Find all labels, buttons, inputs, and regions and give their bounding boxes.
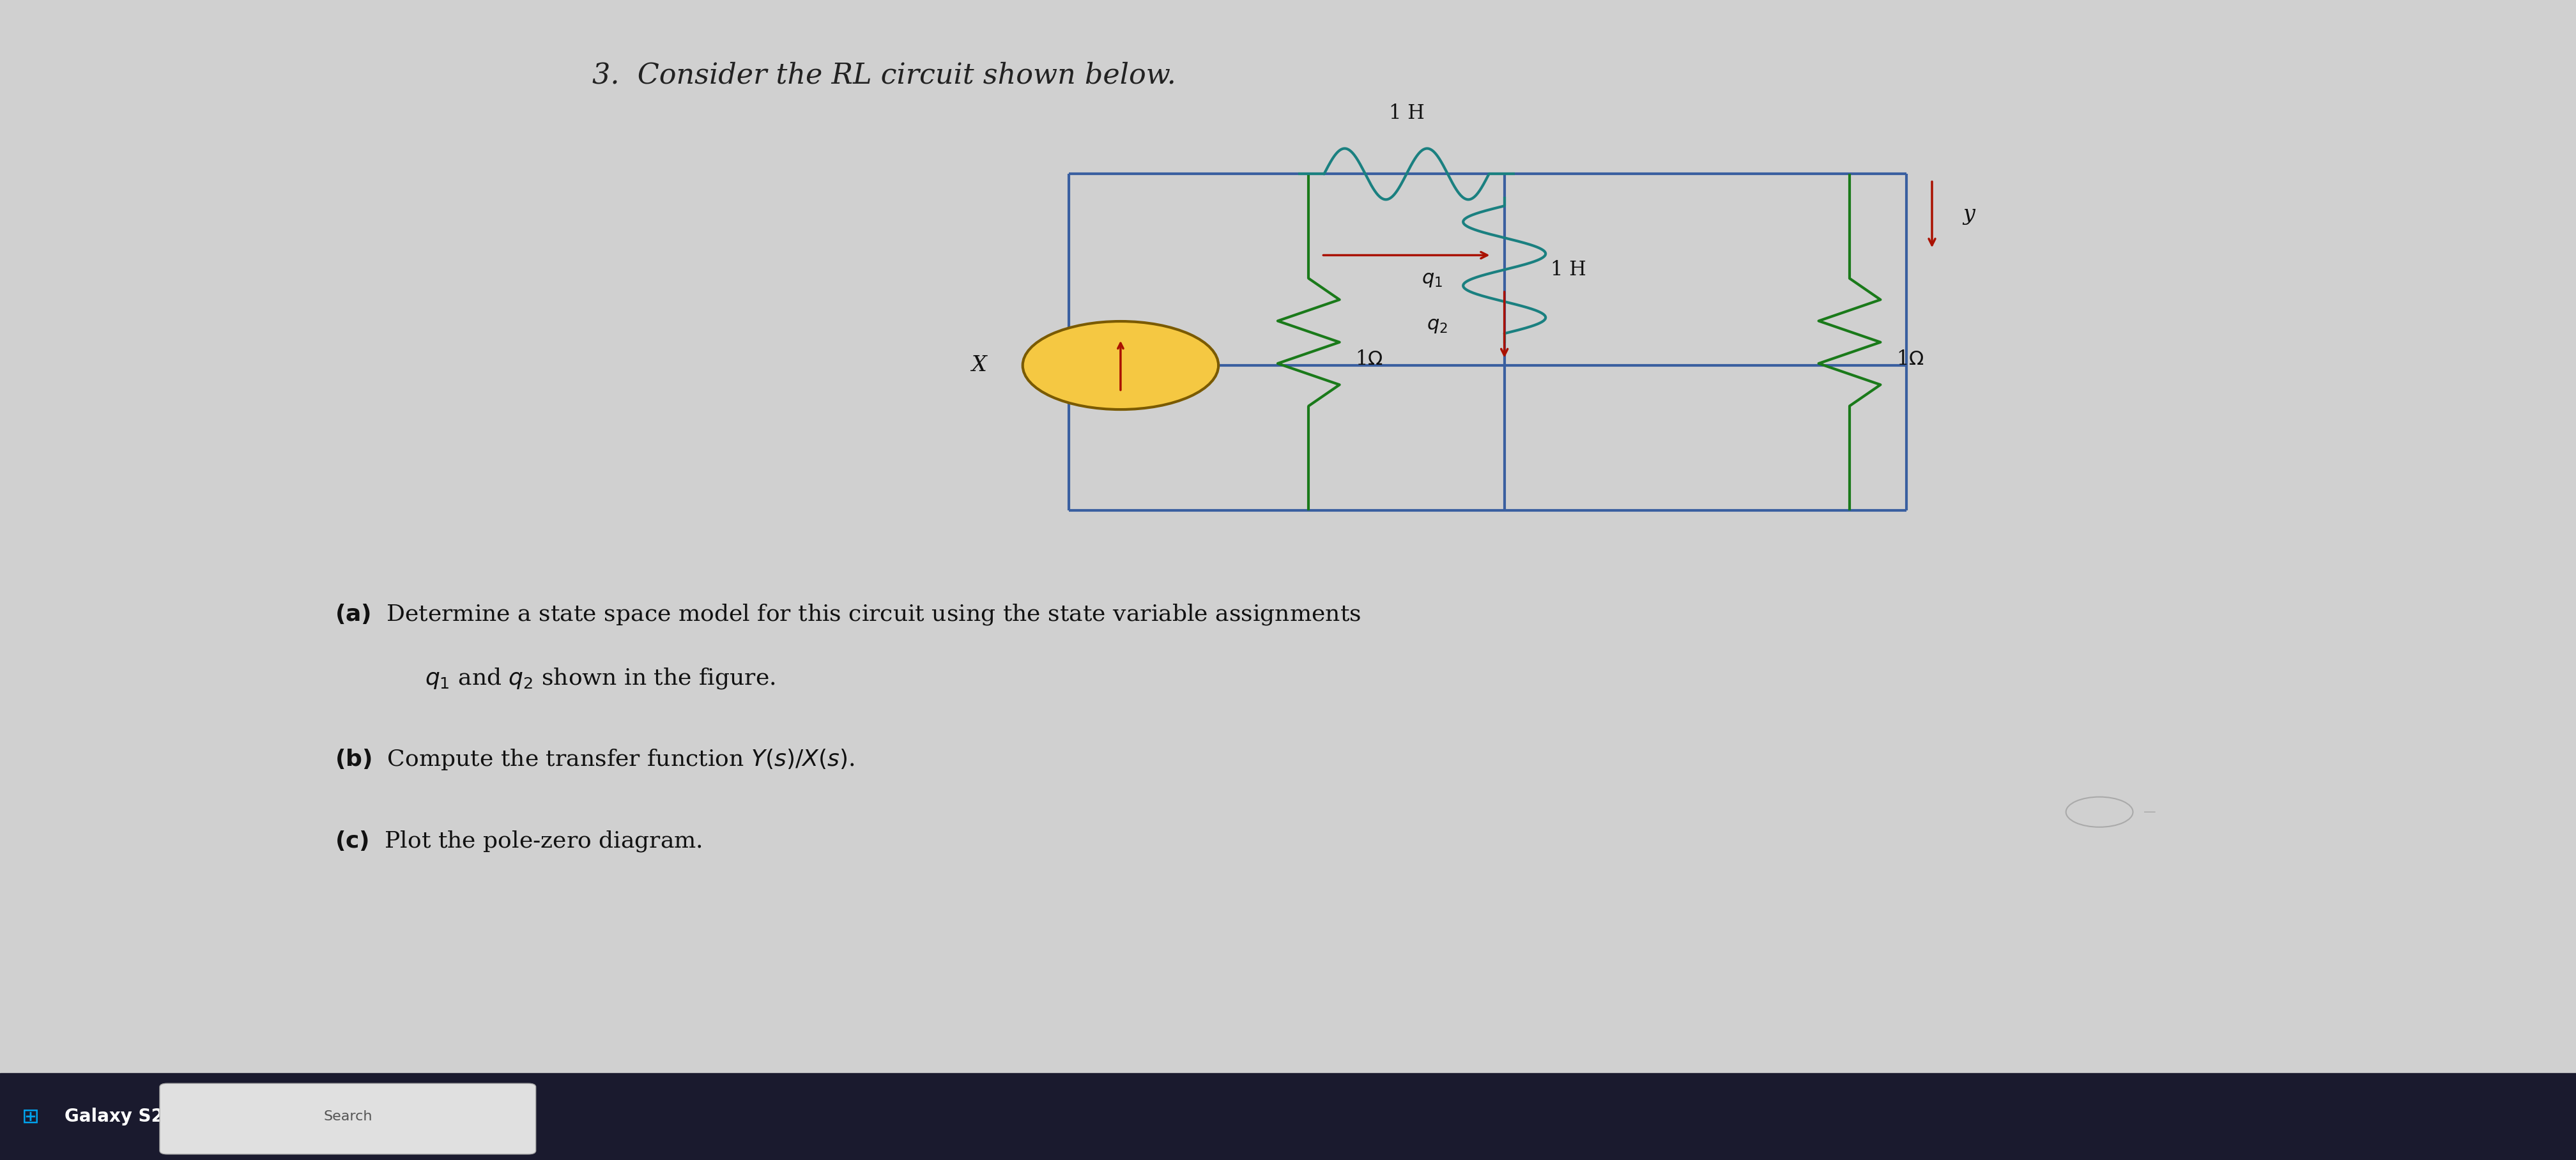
- Text: 1$\Omega$: 1$\Omega$: [1355, 349, 1383, 370]
- Text: —: —: [2143, 806, 2156, 818]
- Text: $q_1$: $q_1$: [1422, 269, 1443, 289]
- Text: 1 H: 1 H: [1551, 260, 1587, 280]
- Text: $\mathbf{(a)}$  Determine a state space model for this circuit using the state v: $\mathbf{(a)}$ Determine a state space m…: [335, 603, 1360, 626]
- Circle shape: [1023, 321, 1218, 409]
- Text: 1 H: 1 H: [1388, 103, 1425, 124]
- Text: $q_2$: $q_2$: [1427, 314, 1448, 335]
- Text: y: y: [1963, 204, 1976, 225]
- Text: $\mathbf{(b)}$  Compute the transfer function $Y(s)/X(s)$.: $\mathbf{(b)}$ Compute the transfer func…: [335, 748, 855, 771]
- Bar: [0, 1073, 2576, 1160]
- Text: Search: Search: [325, 1110, 371, 1123]
- Text: X: X: [971, 355, 987, 376]
- Text: $\mathbf{(c)}$  Plot the pole-zero diagram.: $\mathbf{(c)}$ Plot the pole-zero diagra…: [335, 829, 703, 853]
- Text: 1$\Omega$: 1$\Omega$: [1896, 349, 1924, 370]
- FancyBboxPatch shape: [160, 1083, 536, 1154]
- Text: ⊞: ⊞: [23, 1105, 39, 1128]
- Text: $q_1$ and $q_2$ shown in the figure.: $q_1$ and $q_2$ shown in the figure.: [425, 667, 775, 690]
- Text: 3.  Consider the RL circuit shown below.: 3. Consider the RL circuit shown below.: [592, 61, 1177, 89]
- Text: Galaxy S21+ 5G: Galaxy S21+ 5G: [64, 1108, 224, 1125]
